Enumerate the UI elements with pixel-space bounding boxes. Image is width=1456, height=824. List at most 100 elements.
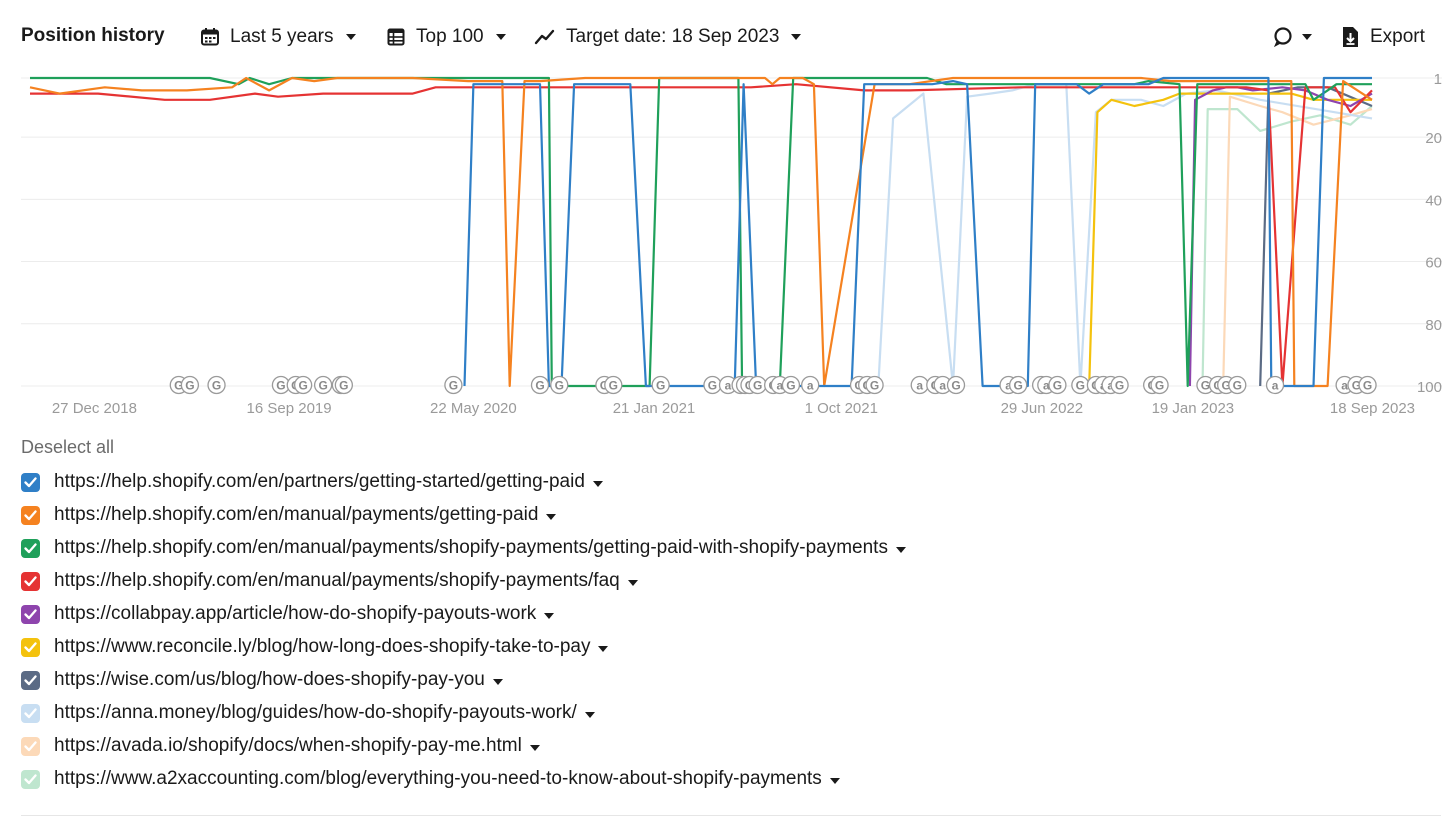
annotation-label: G bbox=[1222, 379, 1231, 393]
annotation-label: a bbox=[1043, 379, 1050, 393]
url-label[interactable]: https://help.shopify.com/en/manual/payme… bbox=[54, 504, 539, 525]
series-line bbox=[877, 83, 1373, 388]
annotation-label: a bbox=[939, 379, 946, 393]
series-checkbox[interactable] bbox=[21, 736, 40, 756]
series-checkbox[interactable] bbox=[21, 472, 40, 492]
annotation-label: a bbox=[1272, 379, 1279, 393]
target-date-dropdown[interactable]: Target date: 18 Sep 2023 bbox=[534, 22, 802, 52]
annotation-circle bbox=[1048, 375, 1067, 395]
annotation-marker: G bbox=[180, 375, 200, 395]
annotation-label: G bbox=[656, 379, 665, 393]
annotation-circle bbox=[1009, 375, 1028, 395]
checkmark-icon bbox=[24, 674, 37, 685]
annotation-label: G bbox=[1115, 379, 1124, 393]
x-axis-ticks: 27 Dec 2018 16 Sep 2019 22 May 2020 21 Jan … bbox=[52, 400, 1415, 417]
annotation-marker: G bbox=[1048, 375, 1067, 395]
deselect-all-link[interactable]: Deselect all bbox=[21, 437, 115, 457]
legend-item: https://collabpay.app/article/how-do-sho… bbox=[21, 600, 555, 628]
series-checkbox[interactable] bbox=[21, 670, 40, 690]
y-tick-label: 20 bbox=[1425, 130, 1442, 147]
annotation-label: G bbox=[1363, 379, 1372, 393]
url-label[interactable]: https://www.a2xaccounting.com/blog/every… bbox=[54, 768, 822, 789]
annotation-label: G bbox=[1155, 379, 1164, 393]
chart-annotations: GGGGGGGGGGGGGGGGaGGGGGaGaGGGaGaGaGaaGGGa… bbox=[169, 375, 1377, 395]
chevron-down-icon[interactable] bbox=[584, 711, 595, 718]
checkmark-icon bbox=[24, 542, 37, 553]
top-label: Top 100 bbox=[416, 26, 484, 47]
x-tick-label: 21 Jan 2021 bbox=[613, 400, 696, 417]
url-label[interactable]: https://avada.io/shopify/docs/when-shopi… bbox=[54, 735, 522, 756]
annotation-label: a bbox=[916, 379, 923, 393]
annotation-marker: G bbox=[604, 375, 623, 395]
series-line bbox=[30, 76, 1372, 388]
position-history-chart: GGGGGGGGGGGGGGGGaGGGGGaGaGGGaGaGaGaaGGGa… bbox=[21, 74, 1442, 417]
series-checkbox[interactable] bbox=[21, 637, 40, 657]
annotation-label: G bbox=[1233, 379, 1242, 393]
annotation-circle bbox=[550, 375, 569, 395]
export-button[interactable]: Export bbox=[1340, 22, 1425, 52]
chevron-down-icon[interactable] bbox=[592, 480, 603, 487]
annotation-label: a bbox=[807, 379, 814, 393]
chevron-down-icon[interactable] bbox=[546, 513, 557, 520]
url-label[interactable]: https://wise.com/us/blog/how-does-shopif… bbox=[54, 669, 485, 690]
url-label[interactable]: https://help.shopify.com/en/partners/get… bbox=[54, 471, 585, 492]
chevron-down-icon[interactable] bbox=[598, 645, 609, 652]
series-checkbox[interactable] bbox=[21, 604, 40, 624]
annotation-label: G bbox=[1014, 379, 1023, 393]
series-checkbox[interactable] bbox=[21, 571, 40, 591]
annotation-marker: G bbox=[703, 375, 722, 395]
series-checkbox[interactable] bbox=[21, 703, 40, 723]
annotation-label: G bbox=[870, 379, 879, 393]
legend-item: https://wise.com/us/blog/how-does-shopif… bbox=[21, 666, 503, 694]
annotation-marker: G bbox=[313, 375, 333, 395]
url-label[interactable]: https://collabpay.app/article/how-do-sho… bbox=[54, 603, 537, 624]
annotation-circle bbox=[1358, 375, 1377, 395]
legend-item: https://www.reconcile.ly/blog/how-long-d… bbox=[21, 633, 609, 661]
annotation-marker: a bbox=[910, 375, 929, 395]
comments-dropdown[interactable] bbox=[1272, 22, 1312, 52]
annotation-marker: G bbox=[207, 375, 226, 395]
target-date-label: Target date: 18 Sep 2023 bbox=[566, 26, 780, 47]
annotation-label: G bbox=[786, 379, 795, 393]
annotation-label: G bbox=[535, 379, 544, 393]
chevron-down-icon[interactable] bbox=[544, 612, 555, 619]
series-checkbox[interactable] bbox=[21, 538, 40, 558]
url-label[interactable]: https://help.shopify.com/en/manual/payme… bbox=[54, 570, 620, 591]
annotation-marker: G bbox=[550, 375, 569, 395]
annotation-marker: G bbox=[530, 375, 550, 395]
series-checkbox[interactable] bbox=[21, 505, 40, 525]
trend-icon bbox=[534, 27, 556, 47]
x-tick-label: 16 Sep 2019 bbox=[247, 400, 332, 417]
chevron-down-icon[interactable] bbox=[829, 777, 840, 784]
chevron-down-icon bbox=[345, 34, 356, 40]
annotation-circle bbox=[207, 375, 226, 395]
y-tick-label: 1 bbox=[1434, 74, 1442, 88]
checkmark-icon bbox=[24, 509, 37, 520]
legend-item: https://avada.io/shopify/docs/when-shopi… bbox=[21, 732, 540, 760]
x-tick-label: 1 Oct 2021 bbox=[805, 400, 878, 417]
period-dropdown[interactable]: Last 5 years bbox=[200, 22, 356, 52]
annotation-circle bbox=[293, 375, 313, 395]
download-icon bbox=[1340, 26, 1360, 48]
series-checkbox[interactable] bbox=[21, 769, 40, 789]
x-tick-label: 22 May 2020 bbox=[430, 400, 517, 417]
url-label[interactable]: https://anna.money/blog/guides/how-do-sh… bbox=[54, 702, 577, 723]
annotation-label: G bbox=[449, 379, 458, 393]
annotation-marker: a bbox=[801, 375, 820, 395]
annotation-circle bbox=[781, 375, 801, 395]
series-line bbox=[1222, 95, 1373, 387]
url-label[interactable]: https://www.reconcile.ly/blog/how-long-d… bbox=[54, 636, 591, 657]
chevron-down-icon[interactable] bbox=[529, 744, 540, 751]
chevron-down-icon[interactable] bbox=[627, 579, 638, 586]
top-dropdown[interactable]: Top 100 bbox=[386, 22, 506, 52]
chevron-down-icon[interactable] bbox=[492, 678, 503, 685]
series-line bbox=[29, 76, 1373, 388]
chevron-down-icon[interactable] bbox=[895, 546, 906, 553]
annotation-label: G bbox=[1053, 379, 1062, 393]
annotation-label: G bbox=[298, 379, 307, 393]
annotation-circle bbox=[313, 375, 333, 395]
divider bbox=[21, 815, 1441, 816]
annotation-label: G bbox=[1076, 379, 1085, 393]
x-tick-label: 18 Sep 2023 bbox=[1330, 400, 1415, 417]
url-label[interactable]: https://help.shopify.com/en/manual/payme… bbox=[54, 537, 888, 558]
